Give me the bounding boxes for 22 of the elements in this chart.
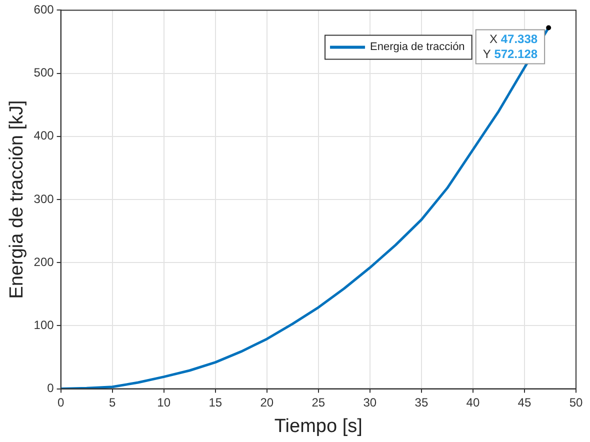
x-tick-label: 40 — [466, 395, 480, 410]
y-tick-label: 500 — [34, 66, 54, 80]
x-tick-label: 0 — [57, 395, 64, 410]
x-tick-label: 25 — [312, 395, 326, 410]
annotation: X 47.338 Y 572.128 — [482, 32, 538, 62]
x-tick-label: 50 — [569, 395, 583, 410]
x-tick-label: 45 — [518, 395, 532, 410]
y-tick-label: 200 — [34, 254, 54, 269]
y-tick-label: 0 — [47, 381, 54, 396]
y-tick-label: 300 — [34, 192, 54, 206]
legend-label: Energia de tracción — [370, 41, 465, 54]
x-tick-label: 20 — [260, 395, 274, 410]
x-tick-label: 10 — [157, 395, 171, 410]
x-tick-label: 5 — [108, 395, 116, 410]
y-tick-label: 100 — [34, 318, 54, 332]
x-axis-title: Tiempo [s] — [274, 416, 362, 437]
x-tick-label: 15 — [208, 395, 222, 410]
x-tick-label: 35 — [414, 395, 428, 410]
y-tick-label: 400 — [34, 128, 54, 143]
x-tick-label: 30 — [363, 395, 377, 410]
y-tick-label: 600 — [34, 2, 54, 17]
y-axis-title: Energia de tracción [kJ] — [6, 100, 28, 299]
